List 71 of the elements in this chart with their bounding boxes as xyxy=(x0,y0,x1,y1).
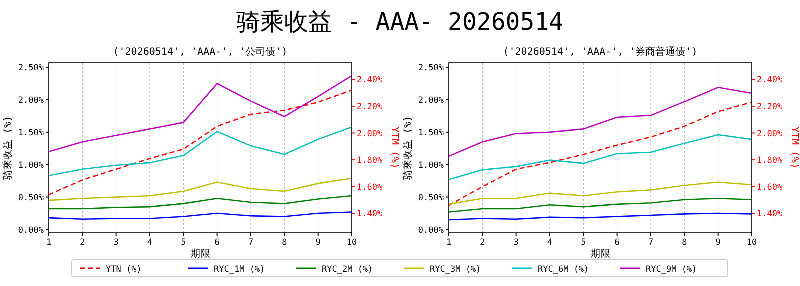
x-tick-label: 3 xyxy=(114,238,119,248)
x-axis-title: 期限 xyxy=(190,248,210,260)
line-series xyxy=(48,195,353,210)
legend-label: RYC_3M (%) xyxy=(430,265,482,275)
y2-tick-label: 2.00% xyxy=(757,129,783,140)
line-series xyxy=(448,212,753,221)
y2-tick-label: 1.40% xyxy=(357,210,383,220)
y2-tick-label: 1.80% xyxy=(357,156,383,166)
y-tick-label: 1.00% xyxy=(18,160,44,171)
y2-tick-label: 2.20% xyxy=(357,102,383,112)
legend-label: RYC_1M (%) xyxy=(214,265,266,275)
y-tick-label: 1.50% xyxy=(418,128,444,138)
line-series xyxy=(448,102,753,206)
y-tick-label: 2.00% xyxy=(18,96,44,106)
x-tick-label: 4 xyxy=(547,238,553,248)
x-tick-label: 4 xyxy=(147,238,153,248)
y-tick-label: 0.50% xyxy=(418,193,444,204)
line-series xyxy=(448,87,753,158)
x-tick-label: 9 xyxy=(716,238,721,248)
legend-label: RYC_6M (%) xyxy=(538,265,590,275)
y-tick-label: 0.50% xyxy=(18,193,44,204)
legend-label: YTN (%) xyxy=(106,265,142,275)
y2-tick-label: 2.40% xyxy=(757,76,783,86)
line-series xyxy=(448,182,753,206)
line-series xyxy=(448,134,753,180)
x-tick-label: 6 xyxy=(214,238,220,248)
y-tick-label: 2.50% xyxy=(18,64,44,74)
y2-tick-label: 1.40% xyxy=(757,210,783,220)
y-tick-label: 2.50% xyxy=(418,64,444,74)
x-tick-label: 5 xyxy=(181,238,186,248)
line-series xyxy=(48,212,353,220)
x-tick-label: 2 xyxy=(480,238,486,248)
line-series xyxy=(448,198,753,213)
legend-label: RYC_2M (%) xyxy=(322,265,374,275)
y-tick-label: 0.00% xyxy=(18,226,44,236)
x-tick-label: 9 xyxy=(316,238,321,248)
chart-title: 骑乘收益 - AAA- 20260514 xyxy=(236,8,564,36)
x-tick-label: 1 xyxy=(46,238,52,248)
chart-subtitle: ('20260514', 'AAA-', '券商普通债') xyxy=(503,46,698,58)
y2-tick-label: 2.40% xyxy=(357,76,383,86)
x-tick-label: 8 xyxy=(282,238,288,248)
y-axis-title: 骑乘收益 (%) xyxy=(2,116,14,180)
y2-axis-title: YTM (%) xyxy=(389,126,400,170)
x-tick-label: 10 xyxy=(746,238,758,248)
x-tick-label: 8 xyxy=(682,238,688,248)
y2-tick-label: 1.60% xyxy=(357,182,383,193)
line-series xyxy=(48,178,353,202)
chart-subtitle: ('20260514', 'AAA-', '公司债') xyxy=(113,46,288,58)
x-tick-label: 5 xyxy=(581,238,586,248)
y-tick-label: 1.00% xyxy=(418,160,444,171)
line-series xyxy=(48,90,353,196)
y-tick-label: 0.00% xyxy=(418,226,444,236)
line-series xyxy=(48,126,353,177)
x-axis-title: 期限 xyxy=(590,248,610,260)
y2-tick-label: 1.80% xyxy=(757,156,783,166)
legend-label: RYC_9M (%) xyxy=(646,265,698,275)
y-tick-label: 1.50% xyxy=(18,128,44,138)
x-tick-label: 6 xyxy=(614,238,620,248)
y-axis-title: 骑乘收益 (%) xyxy=(402,116,414,180)
y2-tick-label: 1.60% xyxy=(757,182,783,193)
x-tick-label: 3 xyxy=(514,238,519,248)
y2-tick-label: 2.20% xyxy=(757,102,783,112)
x-tick-label: 7 xyxy=(648,238,654,248)
x-tick-label: 1 xyxy=(446,238,452,248)
y2-tick-label: 2.00% xyxy=(357,129,383,140)
y-tick-label: 2.00% xyxy=(418,96,444,106)
line-series xyxy=(48,75,353,153)
x-tick-label: 7 xyxy=(248,238,254,248)
x-tick-label: 10 xyxy=(346,238,358,248)
y2-axis-title: YTM (%) xyxy=(789,126,800,170)
x-tick-label: 2 xyxy=(80,238,86,248)
